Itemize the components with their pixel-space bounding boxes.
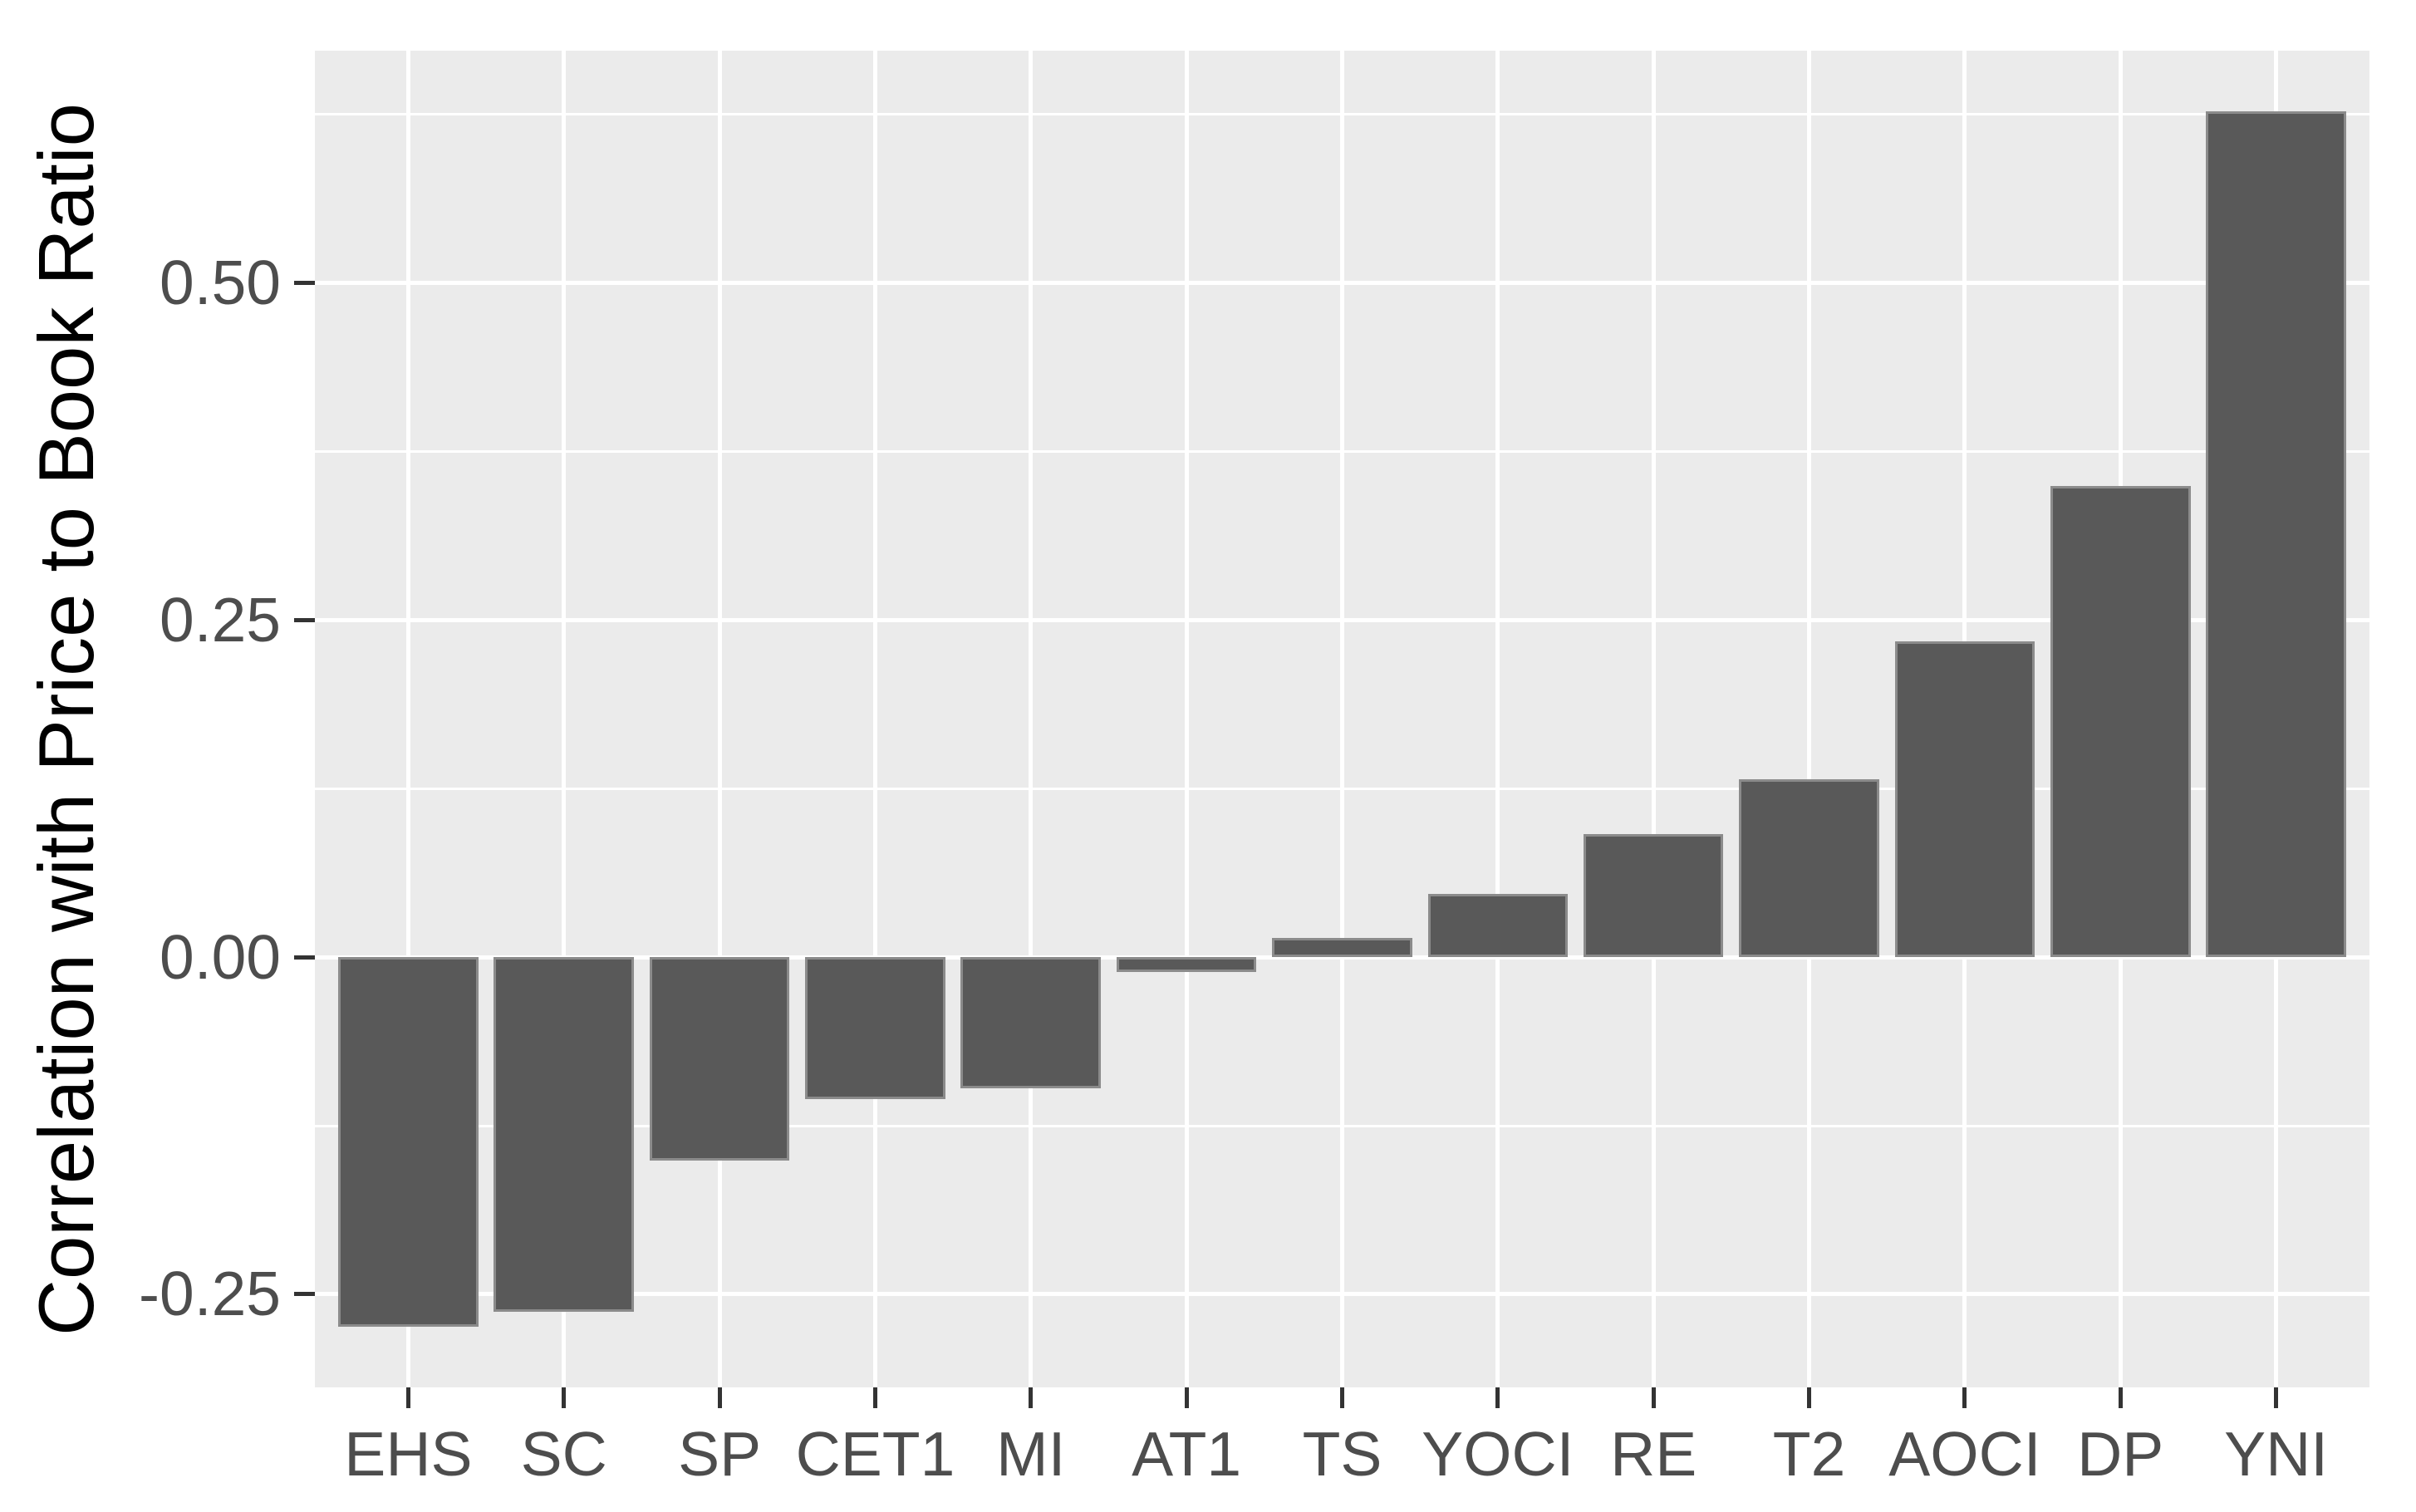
x-axis-tick-label: MI — [996, 1419, 1066, 1489]
x-axis-tick-label: T2 — [1772, 1419, 1846, 1489]
y-axis-tick-label: 0.50 — [160, 247, 281, 317]
x-axis-tick — [1029, 1387, 1034, 1408]
y-axis-tick — [294, 955, 315, 960]
y-axis-tick-label: 0.25 — [160, 584, 281, 655]
y-axis-tick — [294, 1292, 315, 1297]
bar-aoci — [1894, 641, 2035, 958]
x-axis-tick — [1184, 1387, 1189, 1408]
bar-re — [1583, 834, 1724, 958]
bar-sp — [649, 957, 790, 1161]
y-axis-tick — [294, 617, 315, 622]
x-axis-tick — [562, 1387, 567, 1408]
x-axis-tick-label: AT1 — [1132, 1419, 1242, 1489]
bar-sc — [494, 957, 635, 1313]
x-axis-tick-label: YNI — [2224, 1419, 2329, 1489]
x-axis-tick — [1651, 1387, 1656, 1408]
gridline-vertical — [1340, 51, 1344, 1387]
x-axis-tick-label: EHS — [344, 1419, 473, 1489]
bar-yni — [2206, 111, 2346, 958]
x-axis-tick — [1340, 1387, 1344, 1408]
x-axis-tick — [2118, 1387, 2123, 1408]
bar-cet1 — [805, 957, 945, 1099]
y-axis-tick-label: -0.25 — [139, 1259, 281, 1329]
x-axis-tick — [872, 1387, 877, 1408]
gridline-vertical — [1807, 51, 1812, 1387]
gridline-vertical — [1651, 51, 1656, 1387]
gridline-vertical — [1495, 51, 1500, 1387]
bar-yoci — [1427, 893, 1569, 958]
gridline-vertical — [1184, 51, 1189, 1387]
bar-ehs — [338, 957, 479, 1327]
x-axis-tick-label: CET1 — [795, 1419, 955, 1489]
gridline-vertical — [562, 51, 567, 1387]
bar-ts — [1272, 938, 1412, 958]
x-axis-tick — [405, 1387, 410, 1408]
gridline-vertical — [405, 51, 410, 1387]
gridline-vertical — [1029, 51, 1034, 1387]
x-axis-tick-label: YOCI — [1422, 1419, 1574, 1489]
bar-at1 — [1116, 957, 1257, 972]
x-axis-tick-label: AOCI — [1888, 1419, 2041, 1489]
x-axis-tick — [1962, 1387, 1967, 1408]
y-axis-tick — [294, 280, 315, 285]
bar-t2 — [1739, 778, 1879, 958]
x-axis-tick — [1807, 1387, 1812, 1408]
gridline-vertical — [872, 51, 877, 1387]
x-axis-tick-label: SP — [678, 1419, 762, 1489]
x-axis-tick-label: DP — [2077, 1419, 2164, 1489]
bar-dp — [2050, 486, 2191, 958]
y-axis-tick-label: 0.00 — [160, 921, 281, 992]
gridline-vertical — [717, 51, 722, 1387]
x-axis-tick-label: TS — [1302, 1419, 1382, 1489]
bar-mi — [960, 957, 1102, 1088]
x-axis-tick-label: SC — [520, 1419, 607, 1489]
x-axis-tick — [717, 1387, 722, 1408]
x-axis-tick — [2274, 1387, 2279, 1408]
x-axis-tick — [1495, 1387, 1500, 1408]
x-axis-tick-label: RE — [1610, 1419, 1697, 1489]
